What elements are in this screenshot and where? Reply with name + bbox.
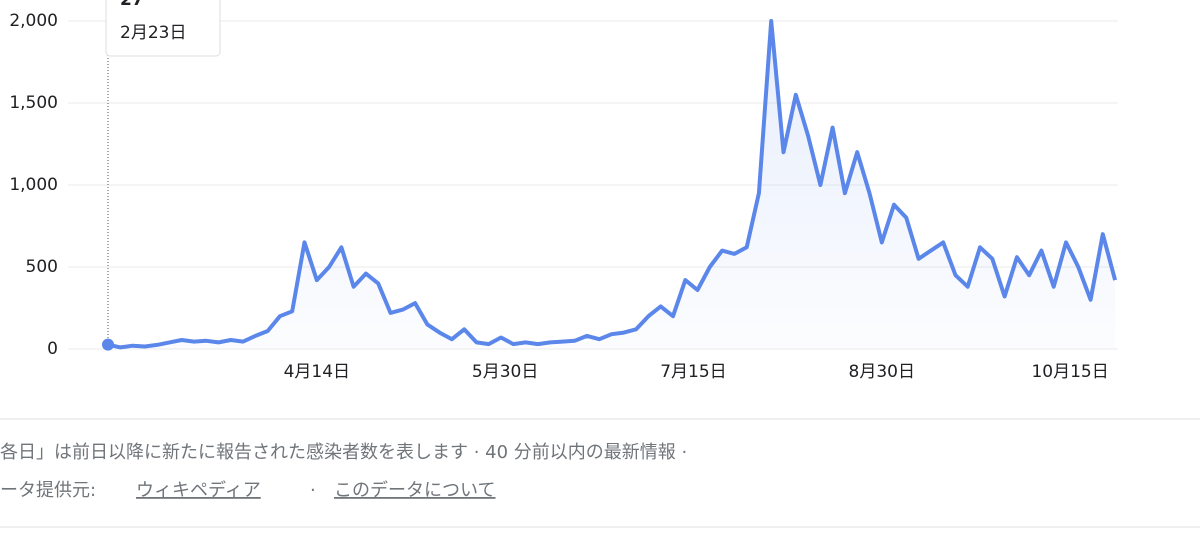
line xyxy=(107,19,1118,350)
x-tick-label: 7月15日 xyxy=(660,362,726,382)
hover-point xyxy=(102,338,114,351)
x-tick-label: 5月30日 xyxy=(472,362,538,382)
y-tick-label: 0 xyxy=(47,339,58,359)
footnote: 各日」は前日以降に新たに報告された感染者数を表します · 40 分前以内の最新情… xyxy=(0,442,687,463)
tooltip xyxy=(105,0,221,57)
source-link[interactable]: ウィキペディア xyxy=(136,480,261,501)
area xyxy=(108,21,1116,349)
x-tick-label: 8月30日 xyxy=(849,362,915,382)
y-tick-label: 500 xyxy=(26,257,58,277)
about-link[interactable]: このデータについて xyxy=(334,480,495,501)
tooltip-value: 27 xyxy=(120,0,144,10)
y-tick-label: 2,000 xyxy=(9,11,58,31)
x-tick-label: 10月15日 xyxy=(1031,362,1108,382)
source-label: ータ提供元: xyxy=(0,480,96,501)
separator-dot: · xyxy=(310,480,316,501)
y-tick-label: 1,000 xyxy=(9,175,58,195)
tooltip-date: 2月23日 xyxy=(120,23,186,43)
x-tick-label: 4月14日 xyxy=(284,362,350,382)
y-tick-label: 1,500 xyxy=(9,93,58,113)
